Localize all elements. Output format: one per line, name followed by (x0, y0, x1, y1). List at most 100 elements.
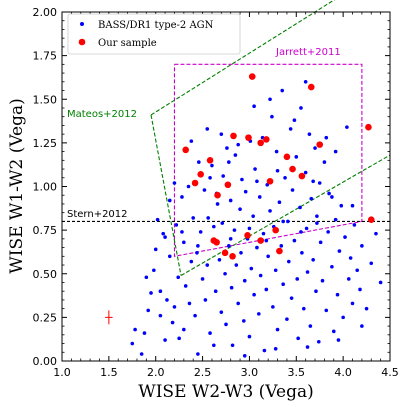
data-point-bass (152, 268, 156, 272)
data-point-our-sample (229, 253, 236, 260)
data-point-bass (163, 235, 167, 239)
data-point-bass (173, 181, 177, 185)
data-point-bass (180, 230, 184, 234)
data-point-bass (190, 139, 194, 143)
data-point-bass (280, 89, 284, 93)
data-point-bass (324, 136, 328, 140)
data-point-bass (177, 337, 181, 341)
data-point-bass (255, 179, 259, 183)
data-point-bass (271, 305, 275, 309)
data-point-bass (313, 146, 317, 150)
data-point-bass (244, 190, 248, 194)
data-point-bass (212, 343, 216, 347)
data-point-our-sample (299, 173, 306, 180)
x-tick-label: 1.5 (100, 366, 118, 379)
data-point-bass (130, 342, 134, 346)
data-point-our-sample (244, 232, 251, 239)
data-point-our-sample (225, 181, 232, 188)
data-point-bass (309, 324, 313, 328)
data-point-bass (276, 328, 280, 332)
y-tick-label: 1.50 (33, 93, 58, 106)
data-point-our-sample (214, 192, 221, 199)
data-point-bass (165, 298, 169, 302)
data-point-our-sample (249, 73, 256, 80)
data-point-bass (203, 188, 207, 192)
data-point-bass (317, 340, 321, 344)
data-point-bass (332, 330, 336, 334)
data-point-bass (168, 254, 172, 258)
data-point-bass (250, 267, 254, 271)
data-point-bass (216, 202, 220, 206)
data-point-bass (299, 230, 303, 234)
data-point-bass (223, 272, 227, 276)
data-point-our-sample (272, 227, 279, 234)
data-point-bass (206, 216, 210, 220)
data-point-bass (263, 349, 267, 353)
data-point-bass (231, 343, 235, 347)
data-point-our-sample (365, 124, 372, 131)
data-point-bass (306, 345, 310, 349)
y-axis-label: WISE W1-W2 (Vega) (7, 98, 27, 274)
data-point-bass (275, 150, 279, 154)
data-point-bass (318, 181, 322, 185)
data-point-our-sample (267, 178, 274, 185)
data-point-bass (180, 195, 184, 199)
data-point-bass (304, 80, 308, 84)
data-point-bass (225, 146, 229, 150)
data-point-bass (238, 207, 242, 211)
data-point-bass (304, 171, 308, 175)
data-point-bass (315, 221, 319, 225)
data-point-bass (290, 296, 294, 300)
data-point-bass (299, 106, 303, 110)
data-point-our-sample (222, 250, 229, 257)
data-point-bass (229, 237, 233, 241)
annotation-jarrett: Jarrett+2011 (275, 47, 341, 58)
data-point-bass (309, 197, 313, 201)
data-point-bass (336, 293, 340, 297)
data-point-bass (330, 195, 334, 199)
data-point-bass (230, 286, 234, 290)
data-point-bass (321, 279, 325, 283)
data-point-bass (330, 265, 334, 269)
data-point-bass (337, 338, 341, 342)
legend-label-bass: BASS/DR1 type-2 AGN (98, 20, 214, 31)
data-point-bass (258, 195, 262, 199)
data-point-bass (252, 293, 256, 297)
data-point-bass (239, 251, 243, 255)
data-point-bass (311, 258, 315, 262)
data-point-bass (315, 214, 319, 218)
mateos-boundary-line (151, 115, 181, 276)
data-point-bass (334, 150, 338, 154)
data-point-bass (257, 312, 261, 316)
series-bass-agn (130, 80, 382, 358)
legend-marker-bass (80, 22, 84, 26)
data-point-bass (306, 270, 310, 274)
data-point-bass (324, 309, 328, 313)
data-point-our-sample (284, 154, 291, 161)
data-point-bass (149, 291, 153, 295)
data-point-bass (133, 328, 137, 332)
data-point-bass (190, 260, 194, 264)
data-point-bass (201, 277, 205, 281)
data-point-bass (351, 204, 355, 208)
data-point-bass (358, 288, 362, 292)
data-point-bass (283, 176, 287, 180)
data-point-bass (281, 220, 285, 224)
data-point-bass (298, 206, 302, 210)
data-point-bass (182, 241, 186, 245)
data-point-bass (176, 275, 180, 279)
data-point-bass (218, 258, 222, 262)
data-point-bass (140, 352, 144, 356)
data-point-our-sample (308, 84, 315, 91)
data-point-bass (347, 277, 351, 281)
data-point-bass (314, 289, 318, 293)
data-point-bass (379, 281, 383, 285)
data-point-bass (264, 239, 268, 243)
error-bar (105, 310, 112, 324)
data-point-bass (214, 289, 218, 293)
data-point-bass (349, 256, 353, 260)
mateos-boundary-line (181, 155, 390, 275)
data-point-bass (196, 244, 200, 248)
data-point-bass (195, 251, 199, 255)
